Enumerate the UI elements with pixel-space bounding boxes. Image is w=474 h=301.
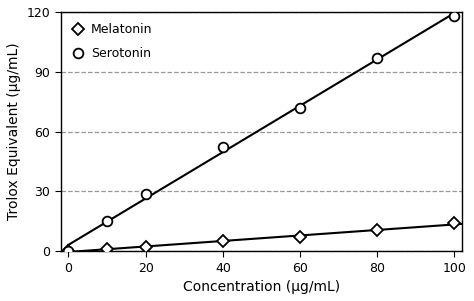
Serotonin	[65, 249, 71, 253]
X-axis label: Concentration (μg/mL): Concentration (μg/mL)	[183, 280, 340, 294]
Line: Serotonin: Serotonin	[64, 11, 459, 256]
Melatonin	[143, 245, 148, 249]
Serotonin	[374, 56, 380, 60]
Melatonin	[65, 249, 71, 253]
Melatonin	[374, 228, 380, 232]
Serotonin	[104, 219, 110, 223]
Melatonin	[220, 239, 226, 243]
Line: Melatonin: Melatonin	[64, 219, 459, 255]
Serotonin	[297, 106, 303, 109]
Legend: Melatonin, Serotonin: Melatonin, Serotonin	[67, 18, 157, 65]
Serotonin	[143, 192, 148, 196]
Serotonin	[220, 146, 226, 149]
Melatonin	[297, 235, 303, 239]
Melatonin	[452, 221, 457, 225]
Y-axis label: Trolox Equivalent (μg/mL): Trolox Equivalent (μg/mL)	[7, 43, 21, 220]
Melatonin	[104, 247, 110, 251]
Serotonin	[452, 14, 457, 18]
